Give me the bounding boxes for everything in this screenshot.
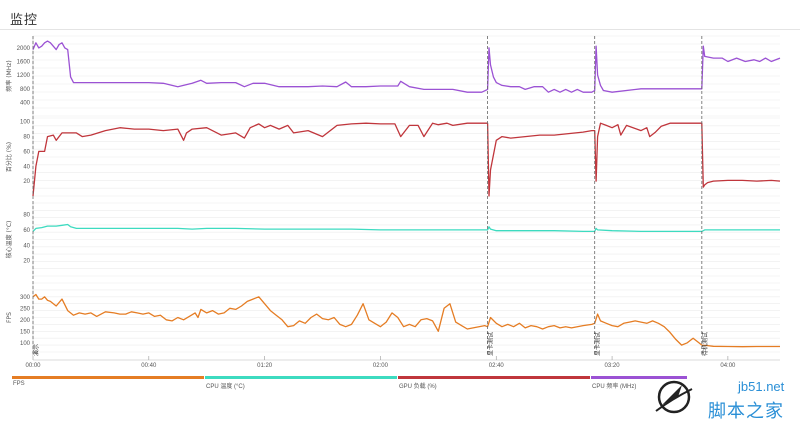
legend-item-cpu-temp[interactable]: CPU 温度 (°C) <box>205 376 397 396</box>
y-tick-label: 80 <box>23 213 30 219</box>
x-tick-label: 00:40 <box>141 363 157 369</box>
x-tick-label: 01:20 <box>257 363 273 369</box>
legend-swatch <box>591 376 687 379</box>
legend-swatch <box>205 376 397 379</box>
x-tick-label: 03:20 <box>605 363 621 369</box>
y-tick-label: 400 <box>20 100 31 106</box>
y-tick-label: 150 <box>20 329 31 335</box>
y-axis-label: 频率 (MHz) <box>5 60 13 91</box>
y-tick-label: 200 <box>20 318 31 324</box>
x-tick-label: 04:00 <box>720 363 736 369</box>
y-tick-label: 60 <box>23 149 30 155</box>
y-tick-label: 40 <box>23 164 30 170</box>
y-tick-label: 1200 <box>17 73 31 79</box>
monitor-charts: 400 800 1200 1600 2000 频率 (MHz) 20 40 60 80 100 百分比… <box>5 35 781 369</box>
watermark-name: 脚本之家 <box>708 401 784 422</box>
event-marker-label: 显卡测试 <box>487 332 495 356</box>
y-axis-label: 核心温度 (°C) <box>5 221 13 259</box>
site-watermark: jb51.net 脚本之家 <box>652 373 800 424</box>
series-line <box>32 40 781 93</box>
y-tick-label: 60 <box>23 228 30 234</box>
event-marker-label: 演示 <box>32 344 40 356</box>
legend-label: GPU 负载 (%) <box>399 384 437 390</box>
y-tick-label: 100 <box>20 120 31 126</box>
event-marker-label: 待机测试 <box>701 332 709 356</box>
x-tick-label: 02:00 <box>373 363 389 369</box>
y-tick-label: 20 <box>23 259 30 265</box>
y-tick-label: 40 <box>23 243 30 249</box>
legend-item-fps[interactable]: FPS <box>12 376 204 396</box>
y-tick-label: 2000 <box>17 46 31 52</box>
legend-label: CPU 频率 (MHz) <box>592 384 637 390</box>
legend-swatch <box>398 376 590 379</box>
legend-swatch <box>12 376 204 379</box>
watermark-url: jb51.net <box>738 379 785 394</box>
y-tick-label: 20 <box>23 179 30 185</box>
watermark-logo-icon <box>655 380 693 414</box>
series-line <box>32 122 781 197</box>
y-tick-label: 80 <box>23 135 30 141</box>
x-tick-label: 00:00 <box>25 363 41 369</box>
legend-item-cpu-freq[interactable]: CPU 频率 (MHz) <box>591 376 687 396</box>
y-tick-label: 1600 <box>17 60 31 66</box>
y-axis-label: 百分比 (%) <box>5 142 13 172</box>
page-title: 监控 <box>10 12 39 27</box>
y-tick-label: 100 <box>20 341 31 347</box>
y-tick-label: 800 <box>20 87 31 93</box>
y-axis-label: FPS <box>6 312 13 323</box>
legend-item-gpu-load[interactable]: GPU 负载 (%) <box>398 376 590 396</box>
x-tick-label: 02:40 <box>489 363 505 369</box>
event-marker-label: 显卡测试 <box>594 332 602 356</box>
y-tick-label: 300 <box>20 295 31 301</box>
legend-label: CPU 温度 (°C) <box>206 384 245 390</box>
series-line <box>32 293 780 348</box>
series-line <box>32 223 780 233</box>
y-tick-label: 250 <box>20 306 31 312</box>
legend-label: FPS <box>13 381 25 387</box>
title-divider <box>0 29 800 30</box>
